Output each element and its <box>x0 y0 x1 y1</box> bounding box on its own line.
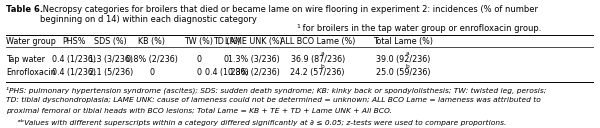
Text: TW (%): TW (%) <box>184 37 214 46</box>
Text: 0.4 (1/236): 0.4 (1/236) <box>52 55 95 64</box>
Text: 1.3% (3/236): 1.3% (3/236) <box>228 55 280 64</box>
Text: LAME UNK (%): LAME UNK (%) <box>225 37 283 46</box>
Text: 25.0 (59/236): 25.0 (59/236) <box>376 68 430 77</box>
Text: TD: tibial dyschondroplasia; LAME UNK: cause of lameness could not be determined: TD: tibial dyschondroplasia; LAME UNK: c… <box>6 97 541 103</box>
Text: Table 6.: Table 6. <box>6 5 43 14</box>
Text: b: b <box>406 64 410 69</box>
Text: 1: 1 <box>296 24 301 29</box>
Text: 0: 0 <box>149 68 154 77</box>
Text: ᵃᵇValues with different superscripts within a category differed significantly at: ᵃᵇValues with different superscripts wit… <box>6 119 506 126</box>
Text: 0.8% (2/236): 0.8% (2/236) <box>126 55 178 64</box>
Text: Total Lame (%): Total Lame (%) <box>373 37 433 46</box>
Text: Enrofloxacin: Enrofloxacin <box>6 68 56 77</box>
Text: 36.9 (87/236): 36.9 (87/236) <box>290 55 345 64</box>
Text: b: b <box>320 64 325 69</box>
Text: Tap water: Tap water <box>6 55 45 64</box>
Text: 0: 0 <box>196 68 202 77</box>
Text: 0: 0 <box>224 55 229 64</box>
Text: 0.4 (1/236): 0.4 (1/236) <box>52 68 95 77</box>
Text: TD (%): TD (%) <box>213 37 240 46</box>
Text: 1.3 (3/236): 1.3 (3/236) <box>89 55 133 64</box>
Text: KB (%): KB (%) <box>139 37 166 46</box>
Text: 0: 0 <box>196 55 202 64</box>
Text: Necropsy categories for broilers that died or became lame on wire flooring in ex: Necropsy categories for broilers that di… <box>40 5 538 24</box>
Text: 2.1 (5/236): 2.1 (5/236) <box>89 68 133 77</box>
Text: PHS%: PHS% <box>62 37 85 46</box>
Text: 0.8% (2/236): 0.8% (2/236) <box>228 68 280 77</box>
Text: 39.0 (92/236): 39.0 (92/236) <box>376 55 430 64</box>
Text: ALL BCO Lame (%): ALL BCO Lame (%) <box>280 37 355 46</box>
Text: a: a <box>406 51 409 56</box>
Text: a: a <box>320 51 324 56</box>
Text: for broilers in the tap water group or enrofloxacin group.: for broilers in the tap water group or e… <box>300 24 541 34</box>
Text: 0.4 (1.236): 0.4 (1.236) <box>205 68 248 77</box>
Text: Water group: Water group <box>6 37 56 46</box>
Text: ¹PHS: pulmonary hypertension syndrome (ascites); SDS: sudden death syndrome; KB:: ¹PHS: pulmonary hypertension syndrome (a… <box>6 87 546 94</box>
Text: proximal femoral or tibial heads with BCO lesions; Total Lame = KB + TE + TD + L: proximal femoral or tibial heads with BC… <box>6 108 392 114</box>
Text: 24.2 (57/236): 24.2 (57/236) <box>290 68 345 77</box>
Text: SDS (%): SDS (%) <box>94 37 127 46</box>
